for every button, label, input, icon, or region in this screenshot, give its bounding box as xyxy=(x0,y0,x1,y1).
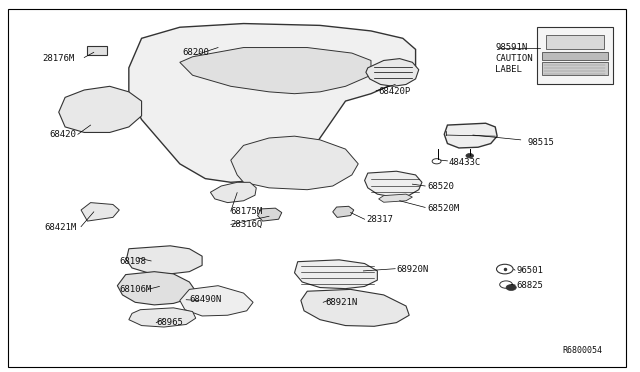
Polygon shape xyxy=(444,123,497,148)
Polygon shape xyxy=(365,171,422,197)
Text: 68175M: 68175M xyxy=(231,206,263,216)
Polygon shape xyxy=(129,23,415,182)
Polygon shape xyxy=(81,203,119,221)
Polygon shape xyxy=(379,194,412,202)
Polygon shape xyxy=(333,206,354,217)
Polygon shape xyxy=(231,136,358,190)
Polygon shape xyxy=(117,272,196,305)
Text: 68920N: 68920N xyxy=(396,264,429,273)
Polygon shape xyxy=(257,208,282,221)
Polygon shape xyxy=(180,48,371,94)
Text: 68520M: 68520M xyxy=(427,203,460,213)
Text: CAUTION: CAUTION xyxy=(495,54,533,63)
Text: 68490N: 68490N xyxy=(189,295,221,304)
Text: 68420: 68420 xyxy=(50,130,77,139)
Text: LABEL: LABEL xyxy=(495,65,522,74)
Polygon shape xyxy=(126,246,202,274)
Polygon shape xyxy=(180,286,253,316)
Text: 68520: 68520 xyxy=(427,182,454,191)
Polygon shape xyxy=(59,86,141,132)
Text: 68106M: 68106M xyxy=(119,285,152,294)
Polygon shape xyxy=(301,289,409,326)
Text: R6800054: R6800054 xyxy=(562,346,602,355)
FancyBboxPatch shape xyxy=(546,35,604,49)
Text: 68198: 68198 xyxy=(119,257,146,266)
Text: 28317: 28317 xyxy=(366,215,393,224)
Polygon shape xyxy=(294,260,378,289)
Text: 68965: 68965 xyxy=(156,318,183,327)
Text: 68921N: 68921N xyxy=(325,298,357,307)
Circle shape xyxy=(506,285,516,291)
Polygon shape xyxy=(88,46,106,55)
FancyBboxPatch shape xyxy=(541,52,608,61)
Text: 96501: 96501 xyxy=(516,266,543,275)
Text: 48433C: 48433C xyxy=(449,157,481,167)
Polygon shape xyxy=(211,182,256,203)
Polygon shape xyxy=(366,59,419,86)
FancyBboxPatch shape xyxy=(537,27,613,84)
Text: 68825: 68825 xyxy=(516,281,543,290)
Text: 28316Q: 28316Q xyxy=(231,220,263,229)
Text: 28176M: 28176M xyxy=(42,54,75,63)
FancyBboxPatch shape xyxy=(541,62,608,75)
Text: 68200: 68200 xyxy=(182,48,209,57)
Text: 98515: 98515 xyxy=(527,138,554,147)
Circle shape xyxy=(466,154,474,158)
Text: 68421M: 68421M xyxy=(44,223,77,232)
Text: 98591N: 98591N xyxy=(495,43,527,52)
Text: 68420P: 68420P xyxy=(379,87,411,96)
Polygon shape xyxy=(129,308,196,327)
